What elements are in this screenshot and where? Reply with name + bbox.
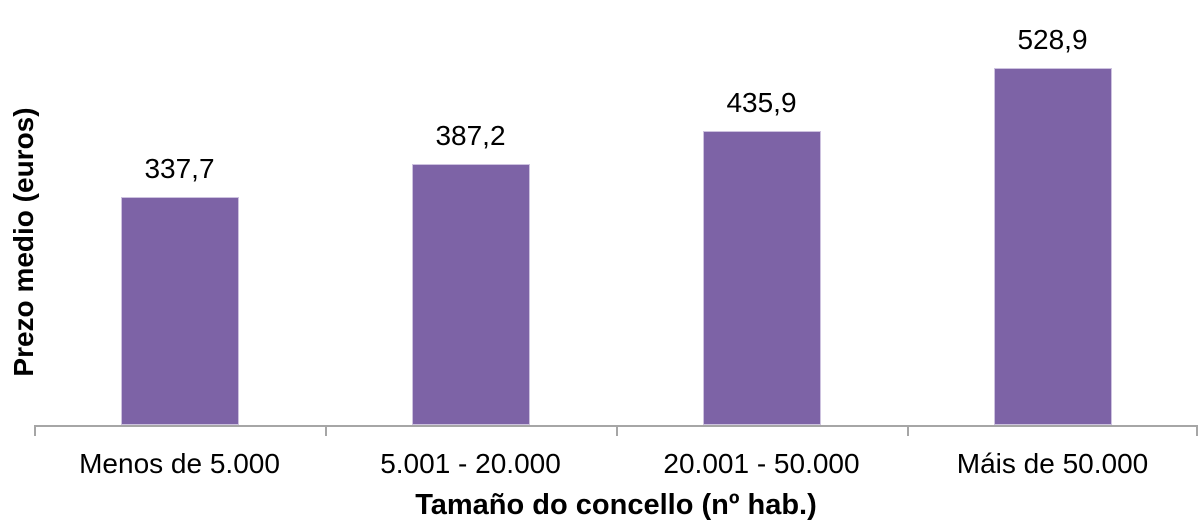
x-axis-tick bbox=[907, 427, 909, 436]
bar bbox=[120, 197, 239, 425]
bar-slot: 337,7 bbox=[34, 0, 325, 425]
bar-value-label: 528,9 bbox=[1017, 24, 1088, 55]
category-label: 20.001 - 50.000 bbox=[663, 448, 860, 479]
category-labels: Menos de 5.000 5.001 - 20.000 20.001 - 50.… bbox=[34, 447, 1198, 481]
bar-slot: 528,9 bbox=[907, 0, 1198, 425]
bar-value-label: 435,9 bbox=[726, 87, 797, 118]
x-axis-title: Tamaño do concello (nº hab.) bbox=[415, 489, 817, 521]
x-axis-tick bbox=[1196, 427, 1198, 436]
bar bbox=[702, 131, 821, 425]
bar-slot: 435,9 bbox=[616, 0, 907, 425]
x-axis-tick bbox=[325, 427, 327, 436]
bar bbox=[993, 68, 1112, 425]
bar bbox=[411, 164, 530, 425]
category-label: Máis de 50.000 bbox=[956, 448, 1149, 479]
category-label: 5.001 - 20.000 bbox=[380, 448, 561, 479]
x-axis-tick bbox=[34, 427, 36, 436]
bar-slot: 387,2 bbox=[325, 0, 616, 425]
bar-value-label: 387,2 bbox=[435, 120, 506, 151]
x-axis-line bbox=[34, 425, 1198, 427]
category-label: Menos de 5.000 bbox=[79, 448, 280, 479]
plot-area: 337,7 387,2 435,9 528,9 bbox=[34, 0, 1198, 425]
x-axis-tick bbox=[616, 427, 618, 436]
bar-value-label: 337,7 bbox=[144, 153, 215, 184]
